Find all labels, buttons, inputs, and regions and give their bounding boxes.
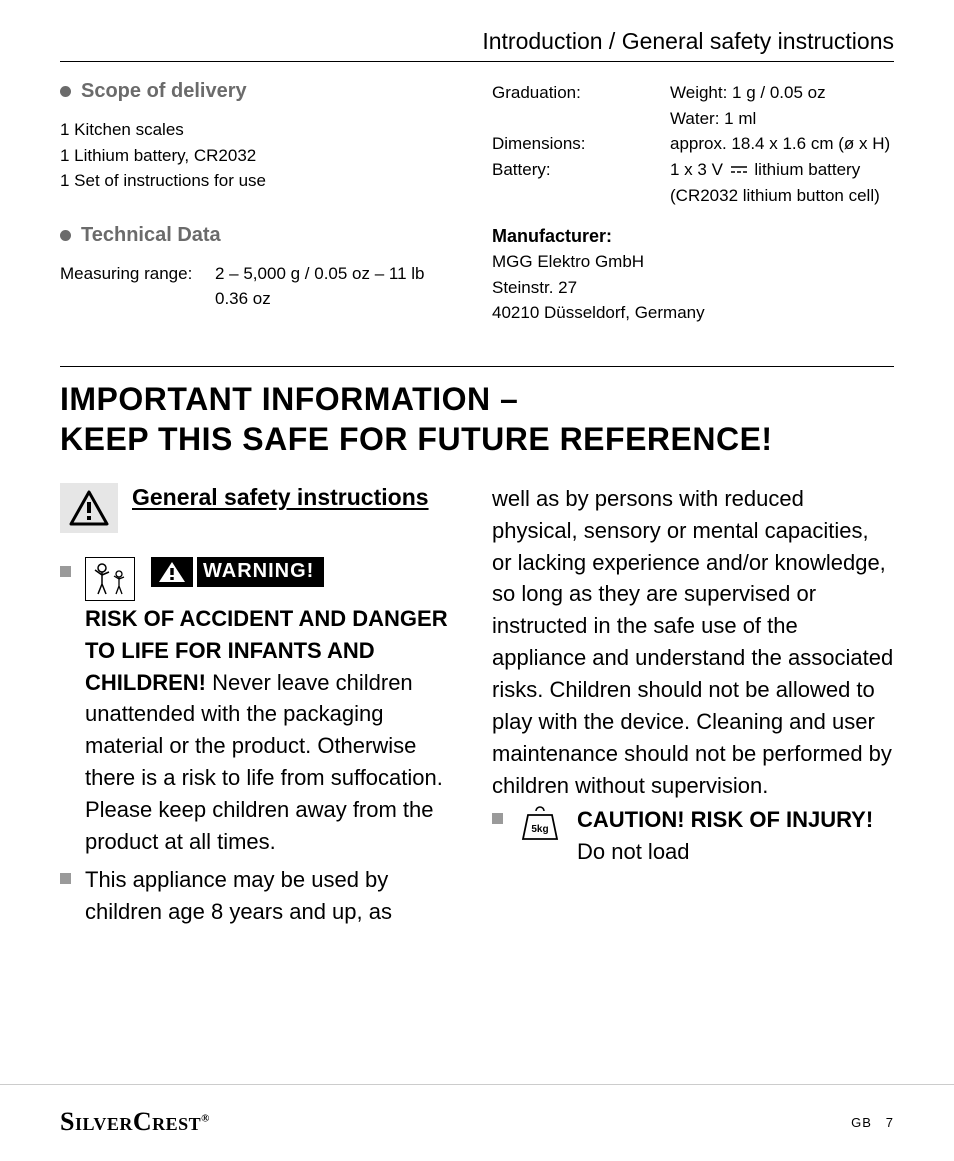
technical-heading: Technical Data [60, 224, 462, 247]
battery-label: Battery: [492, 157, 670, 209]
warning-item-1: WARNING! RISK OF ACCIDENT AND DANGER TO … [60, 557, 462, 858]
brand-part-b: rest [152, 1114, 201, 1134]
measuring-line: 2 – 5,000 g / 0.05 oz – 11 lb [215, 261, 462, 287]
graduation-row: Graduation: Weight: 1 g / 0.05 oz Water:… [492, 80, 894, 131]
graduation-label: Graduation: [492, 80, 670, 131]
page-header: Introduction / General safety instructio… [60, 28, 894, 62]
right-continuation: well as by persons with reduced physical… [492, 483, 894, 802]
scope-list: 1 Kitchen scales 1 Lithium battery, CR20… [60, 117, 462, 194]
battery-value: 1 x 3 V lithium battery (CR2032 lithium … [670, 157, 894, 209]
safety-right-col: well as by persons with reduced physical… [492, 483, 894, 928]
child-hazard-icon [85, 557, 135, 601]
battery-row: Battery: 1 x 3 V lithium battery (CR2032… [492, 157, 894, 209]
bullet-icon [60, 230, 71, 241]
brand-part-a-cap: S [60, 1107, 75, 1136]
battery-line: (CR2032 lithium button cell) [670, 183, 894, 209]
country-code: GB [851, 1115, 872, 1130]
dc-symbol-icon [730, 157, 748, 183]
scope-heading-text: Scope of delivery [81, 80, 247, 103]
right-column: Graduation: Weight: 1 g / 0.05 oz Water:… [492, 80, 894, 326]
square-bullet-icon [60, 566, 71, 577]
brand-part-b-cap: C [133, 1107, 152, 1136]
measuring-value: 2 – 5,000 g / 0.05 oz – 11 lb 0.36 oz [215, 261, 462, 312]
scope-item: 1 Kitchen scales [60, 117, 462, 143]
gsi-title: General safety instructions [132, 483, 429, 512]
warning-triangle-icon [60, 483, 118, 533]
left-column: Scope of delivery 1 Kitchen scales 1 Lit… [60, 80, 462, 326]
warning-banner-triangle-icon [151, 557, 193, 587]
registered-icon: ® [201, 1113, 210, 1125]
warning-item-content: WARNING! RISK OF ACCIDENT AND DANGER TO … [85, 557, 462, 858]
technical-heading-text: Technical Data [81, 224, 221, 247]
brand-logo: SilverCrest® [60, 1107, 210, 1137]
caution-text: CAUTION! RISK OF INJURY! Do not load [577, 804, 894, 868]
battery-pre: 1 x 3 V [670, 160, 723, 179]
caution-body: Do not load [577, 839, 690, 864]
warning-banner: WARNING! [151, 557, 324, 587]
battery-post: lithium battery [754, 160, 860, 179]
scope-item: 1 Lithium battery, CR2032 [60, 143, 462, 169]
manufacturer-body: MGG Elektro GmbH Steinstr. 27 40210 Düss… [492, 249, 894, 326]
page-footer: SilverCrest® GB 7 [0, 1084, 954, 1161]
caution-heading: CAUTION! RISK OF INJURY! [577, 807, 873, 832]
bullet-icon [60, 86, 71, 97]
square-bullet-icon [60, 873, 71, 884]
measuring-label: Measuring range: [60, 261, 215, 312]
scope-item: 1 Set of instructions for use [60, 168, 462, 194]
separator [60, 366, 894, 367]
graduation-line: Weight: 1 g / 0.05 oz [670, 80, 894, 106]
scope-heading: Scope of delivery [60, 80, 462, 103]
graduation-line: Water: 1 ml [670, 106, 894, 132]
dimensions-value: approx. 18.4 x 1.6 cm (ø x H) [670, 131, 894, 157]
graduation-value: Weight: 1 g / 0.05 oz Water: 1 ml [670, 80, 894, 131]
measuring-range-row: Measuring range: 2 – 5,000 g / 0.05 oz –… [60, 261, 462, 312]
safety-columns: General safety instructions [60, 483, 894, 928]
measuring-line: 0.36 oz [215, 286, 462, 312]
risk-body: Never leave children unattended with the… [85, 670, 443, 854]
max-weight-icon: 5kg [517, 804, 563, 844]
weight-label: 5kg [531, 824, 548, 835]
battery-line: 1 x 3 V lithium battery [670, 157, 894, 183]
warning-item-2: This appliance may be used by children a… [60, 864, 462, 928]
caution-item: 5kg CAUTION! RISK OF INJURY! Do not load [492, 804, 894, 868]
dimensions-label: Dimensions: [492, 131, 670, 157]
top-columns: Scope of delivery 1 Kitchen scales 1 Lit… [60, 80, 894, 326]
brand-part-a: ilver [75, 1114, 133, 1134]
warning-banner-text: WARNING! [197, 557, 324, 587]
risk-text: RISK OF ACCIDENT AND DANGER TO LIFE FOR … [85, 603, 462, 858]
page-number: 7 [886, 1115, 894, 1130]
safety-left-col: General safety instructions [60, 483, 462, 928]
manufacturer-heading: Manufacturer: [492, 226, 894, 247]
square-bullet-icon [492, 813, 503, 824]
important-heading: IMPORTANT INFORMATION – KEEP THIS SAFE F… [60, 379, 894, 459]
gsi-heading-row: General safety instructions [60, 483, 462, 533]
item2-body: This appliance may be used by children a… [85, 864, 462, 928]
page-meta: GB 7 [851, 1115, 894, 1130]
dimensions-row: Dimensions: approx. 18.4 x 1.6 cm (ø x H… [492, 131, 894, 157]
